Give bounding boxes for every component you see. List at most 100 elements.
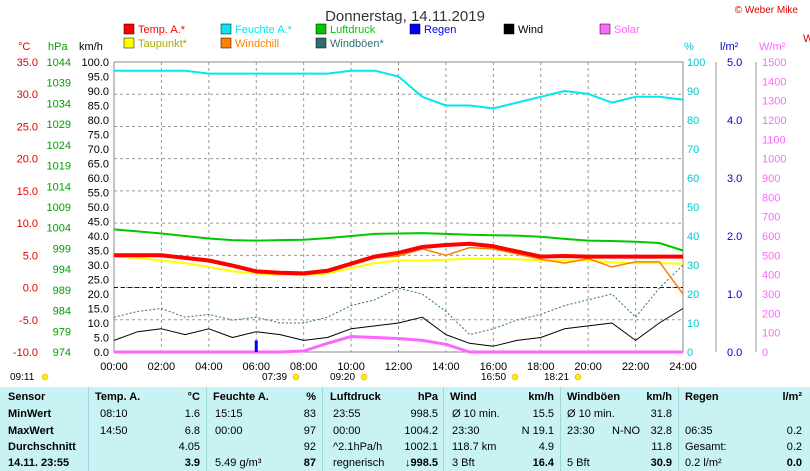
tick-kmh: 65.0: [88, 159, 109, 171]
stats-header-sensor: Sensor: [8, 391, 46, 403]
series-windb-en: [113, 264, 684, 336]
sun-icon: [292, 373, 300, 381]
tick-percent: 20: [687, 289, 699, 301]
tick-kmh: 10.0: [88, 318, 109, 330]
stats-wind-desc: Ø 10 min.: [452, 408, 500, 420]
tick-hpa: 1029: [47, 119, 71, 131]
stats-separator: [206, 387, 207, 471]
stats-gust-dir: N-NO: [612, 425, 641, 437]
stats-header-wind-unit: km/h: [528, 391, 554, 403]
tick-solar: 400: [762, 270, 780, 282]
grid: [114, 62, 683, 352]
tick-kmh: 0.0: [94, 347, 109, 359]
stats-hum-value: 87: [303, 457, 316, 469]
tick-solar: 100: [762, 328, 780, 340]
stats-header-temp: Temp. A.: [95, 391, 141, 403]
legend-swatch: [220, 37, 232, 49]
tick-kmh: 5.0: [94, 333, 109, 345]
stats-wind-value: 4.9: [538, 441, 554, 453]
sun-time: 09:11: [10, 372, 35, 383]
tick-solar: 1200: [762, 115, 786, 127]
stats-wind-desc: 118.7 km: [452, 441, 497, 453]
stats-header-wind: Wind: [450, 391, 477, 403]
tick-solar: 300: [762, 289, 780, 301]
tick-hpa: 1039: [47, 78, 71, 90]
tick-solar: 0: [762, 347, 768, 359]
stats-header-temp-unit: °C: [187, 391, 200, 403]
legend-swatch: [409, 23, 421, 35]
tick-kmh: 20.0: [88, 289, 109, 301]
stats-separator: [560, 387, 561, 471]
stats-press-value: 998.5: [410, 408, 438, 420]
stats-gust-desc: Ø 10 min.: [567, 408, 615, 420]
tick-solar: 900: [762, 173, 780, 185]
tick-rain: 1.0: [727, 289, 742, 301]
legend-label: Solar: [614, 24, 640, 36]
series-lines: [113, 69, 684, 354]
tick-percent: 30: [687, 260, 699, 272]
tick-celsius: 30.0: [17, 89, 38, 101]
tick-kmh: 25.0: [88, 275, 109, 287]
tick-solar: 1000: [762, 154, 786, 166]
axis-labels: 35.0 30.0 25.0 20.0 15.0 10.0 5.0 0.0 -5.0 -10.0 1…: [13, 57, 787, 373]
tick-x: 10:00: [337, 361, 365, 373]
tick-percent: 50: [687, 202, 699, 214]
stats-separator: [322, 387, 323, 471]
credit-cut: W: [803, 33, 810, 45]
stats-temp-value: 4.05: [178, 441, 200, 453]
stats-header-rain: Regen: [685, 391, 719, 403]
tick-hpa: 999: [53, 243, 71, 255]
legend-label: Regen: [424, 24, 456, 36]
tick-x: 02:00: [148, 361, 176, 373]
tick-hpa: 974: [53, 347, 71, 359]
legend-swatch: [220, 23, 232, 35]
series-taupunkt: [113, 255, 684, 277]
tick-kmh: 15.0: [88, 304, 109, 316]
tick-percent: 100: [687, 57, 705, 69]
tick-hpa: 1004: [47, 223, 71, 235]
stats-temp-value: 3.9: [184, 457, 200, 469]
tick-rain: 2.0: [727, 231, 742, 243]
series-wind: [113, 308, 684, 347]
tick-percent: 40: [687, 231, 699, 243]
stats-row-label: Durchschnitt: [8, 441, 76, 453]
tick-kmh: 45.0: [88, 217, 109, 229]
tick-hpa: 1009: [47, 202, 71, 214]
stats-hum-time: 00:00: [215, 425, 243, 437]
tick-kmh: 100.0: [81, 57, 109, 69]
tick-solar: 700: [762, 212, 780, 224]
stats-gust-desc: 5 Bft: [567, 457, 590, 469]
tick-x: 20:00: [574, 361, 602, 373]
tick-solar: 600: [762, 231, 780, 243]
stats-header-press: Luftdruck: [330, 391, 381, 403]
legend-swatch: [599, 23, 611, 35]
legend-label: Wind: [518, 24, 543, 36]
tick-kmh: 50.0: [88, 202, 109, 214]
stats-wind-desc: 23:30: [452, 425, 480, 437]
tick-celsius: 10.0: [17, 218, 38, 230]
tick-solar: 800: [762, 192, 780, 204]
stats-row-label: MinWert: [8, 408, 52, 420]
tick-solar: 1100: [762, 134, 786, 146]
stats-rain-desc: 0.2 l/m²: [685, 457, 722, 469]
stats-separator: [443, 387, 444, 471]
legend-swatch: [315, 23, 327, 35]
stats-gust-value: 30.9: [650, 457, 672, 469]
stats-press-time: 00:00: [333, 425, 361, 437]
stats-temp-time: 14:50: [100, 425, 128, 437]
stats-press-value: 1004.2: [404, 425, 438, 437]
tick-hpa: 1034: [47, 98, 71, 110]
stats-press-time: 23:55: [333, 408, 361, 420]
stats-press-value: 1002.1: [404, 441, 438, 453]
stats-hum-value: 97: [303, 425, 316, 437]
stats-temp-time: 08:10: [100, 408, 128, 420]
stats-wind-desc: 3 Bft: [452, 457, 475, 469]
tick-x: 12:00: [385, 361, 413, 373]
tick-x: 18:00: [527, 361, 555, 373]
series-solar: [114, 335, 683, 354]
legend-label: Taupunkt*: [138, 38, 188, 50]
sun-time: 07:39: [262, 372, 287, 383]
sun-icon: [360, 373, 368, 381]
tick-x: 04:00: [195, 361, 223, 373]
stats-hum-value: 92: [303, 441, 316, 453]
